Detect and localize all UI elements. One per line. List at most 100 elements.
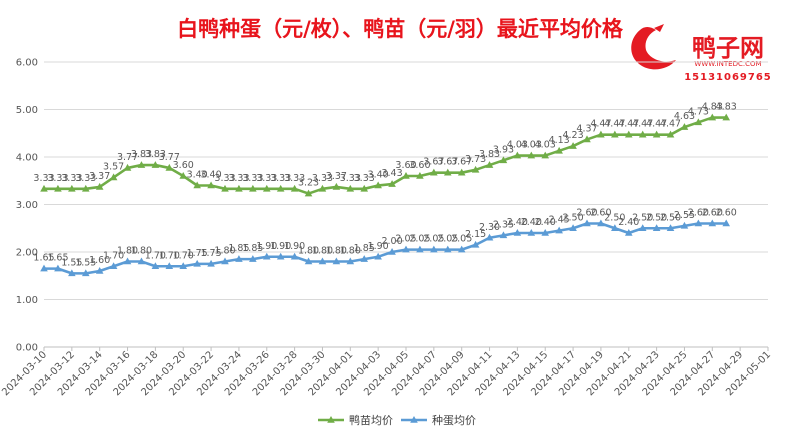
series-1-marker <box>499 156 508 164</box>
data-label: 1.85 <box>354 243 375 254</box>
data-label: 3.33 <box>354 173 375 184</box>
series-2-marker <box>332 257 341 265</box>
series-1-marker <box>95 182 104 190</box>
series-1-marker <box>109 173 118 181</box>
y-tick-label: 6.00 <box>16 58 38 69</box>
data-label: 4.03 <box>535 140 556 151</box>
data-label: 2.60 <box>688 208 709 219</box>
data-label: 2.60 <box>590 208 611 219</box>
series-1-marker <box>276 184 285 192</box>
data-label: 1.55 <box>75 257 96 268</box>
series-2-marker <box>179 262 188 270</box>
y-tick-label: 0.00 <box>16 343 38 354</box>
data-label: 3.67 <box>423 157 444 168</box>
series-1-marker <box>123 163 132 171</box>
data-label: 4.03 <box>521 140 542 151</box>
series-2-marker <box>597 219 605 227</box>
series-2-marker <box>527 229 536 236</box>
series-2-marker <box>569 224 577 232</box>
data-label: 2.05 <box>451 234 472 245</box>
series-2-marker <box>652 224 661 232</box>
legend-label-1: 鸭苗均价 <box>349 414 393 427</box>
data-label: 2.40 <box>521 217 542 228</box>
series-2-marker <box>388 248 396 255</box>
series-1-marker <box>54 184 62 192</box>
series-2-marker <box>360 255 369 262</box>
series-2-marker <box>318 257 327 265</box>
series-1-marker <box>638 130 647 138</box>
series-1-marker <box>541 151 550 159</box>
y-tick-label: 1.00 <box>16 295 38 306</box>
data-label: 1.85 <box>228 243 249 254</box>
data-label: 3.40 <box>187 170 208 181</box>
data-label: 3.33 <box>75 173 96 184</box>
series-2-marker <box>235 255 243 262</box>
data-label: 2.15 <box>465 229 486 240</box>
series-1-marker <box>485 161 494 168</box>
legend-marker-2 <box>410 416 418 423</box>
series-1-marker <box>611 130 619 138</box>
watermark-logo: 鸭子网 WWW.INTEDC.COM 15131069765 <box>631 24 771 83</box>
series-2-marker <box>374 252 382 260</box>
legend-marker-1 <box>327 416 335 423</box>
data-label: 2.40 <box>618 217 639 228</box>
series-2-marker <box>346 257 355 265</box>
series-2-marker <box>680 221 689 229</box>
data-label: 3.93 <box>493 144 514 155</box>
data-label: 2.50 <box>562 212 583 223</box>
series-1-marker <box>569 142 577 149</box>
data-label: 1.80 <box>117 246 138 257</box>
series-1-marker <box>694 118 703 126</box>
data-label: 2.45 <box>549 215 570 226</box>
series-2-marker <box>123 257 132 265</box>
y-tick-label: 5.00 <box>16 105 38 116</box>
data-label: 2.50 <box>632 212 653 223</box>
data-label: 3.73 <box>465 154 486 165</box>
series-1-marker <box>304 189 313 197</box>
series-2-marker <box>207 259 215 267</box>
data-label: 2.00 <box>381 236 402 247</box>
data-label: 4.47 <box>618 119 639 130</box>
data-label: 4.03 <box>507 140 528 151</box>
series-1-marker <box>722 113 731 121</box>
data-label: 2.30 <box>479 222 500 233</box>
series-2-marker <box>485 233 494 241</box>
data-label: 1.90 <box>270 241 291 252</box>
series-2-marker <box>430 245 438 253</box>
series-1-marker <box>402 172 410 179</box>
data-label: 3.33 <box>214 173 235 184</box>
data-label: 1.70 <box>145 250 166 261</box>
data-label: 3.67 <box>437 157 458 168</box>
data-label: 3.40 <box>368 170 389 181</box>
y-axis: 0.00 1.00 2.00 3.00 4.00 5.00 6.00 <box>16 58 38 354</box>
series-2-marker <box>276 252 285 260</box>
series-1-marker <box>151 161 160 168</box>
series-2-marker <box>68 269 76 277</box>
series-1-marker <box>388 180 396 187</box>
data-label: 2.55 <box>674 210 695 221</box>
data-label: 3.83 <box>131 149 152 160</box>
series-1-marker <box>416 172 424 179</box>
series-2-marker <box>54 264 62 272</box>
data-label: 1.80 <box>298 246 319 257</box>
data-label: 1.75 <box>200 248 221 259</box>
legend-label-2: 种蛋均价 <box>432 413 476 427</box>
series-1-marker <box>262 184 271 192</box>
series-1-marker <box>597 130 605 138</box>
data-label: 2.60 <box>702 208 723 219</box>
series-2-marker <box>402 245 410 253</box>
series-1-marker <box>346 184 355 192</box>
data-label: 2.05 <box>437 234 458 245</box>
data-label: 1.80 <box>340 246 361 257</box>
duck-beak-icon <box>654 24 664 32</box>
series-1-marker <box>527 151 536 159</box>
data-label: 1.65 <box>47 253 68 264</box>
data-label: 1.90 <box>368 241 389 252</box>
data-label: 2.50 <box>646 212 667 223</box>
series-layer <box>40 113 731 277</box>
series-2-marker <box>611 224 619 232</box>
series-2-marker <box>137 257 146 265</box>
series-2-marker <box>499 231 508 239</box>
data-label: 3.57 <box>103 161 124 172</box>
